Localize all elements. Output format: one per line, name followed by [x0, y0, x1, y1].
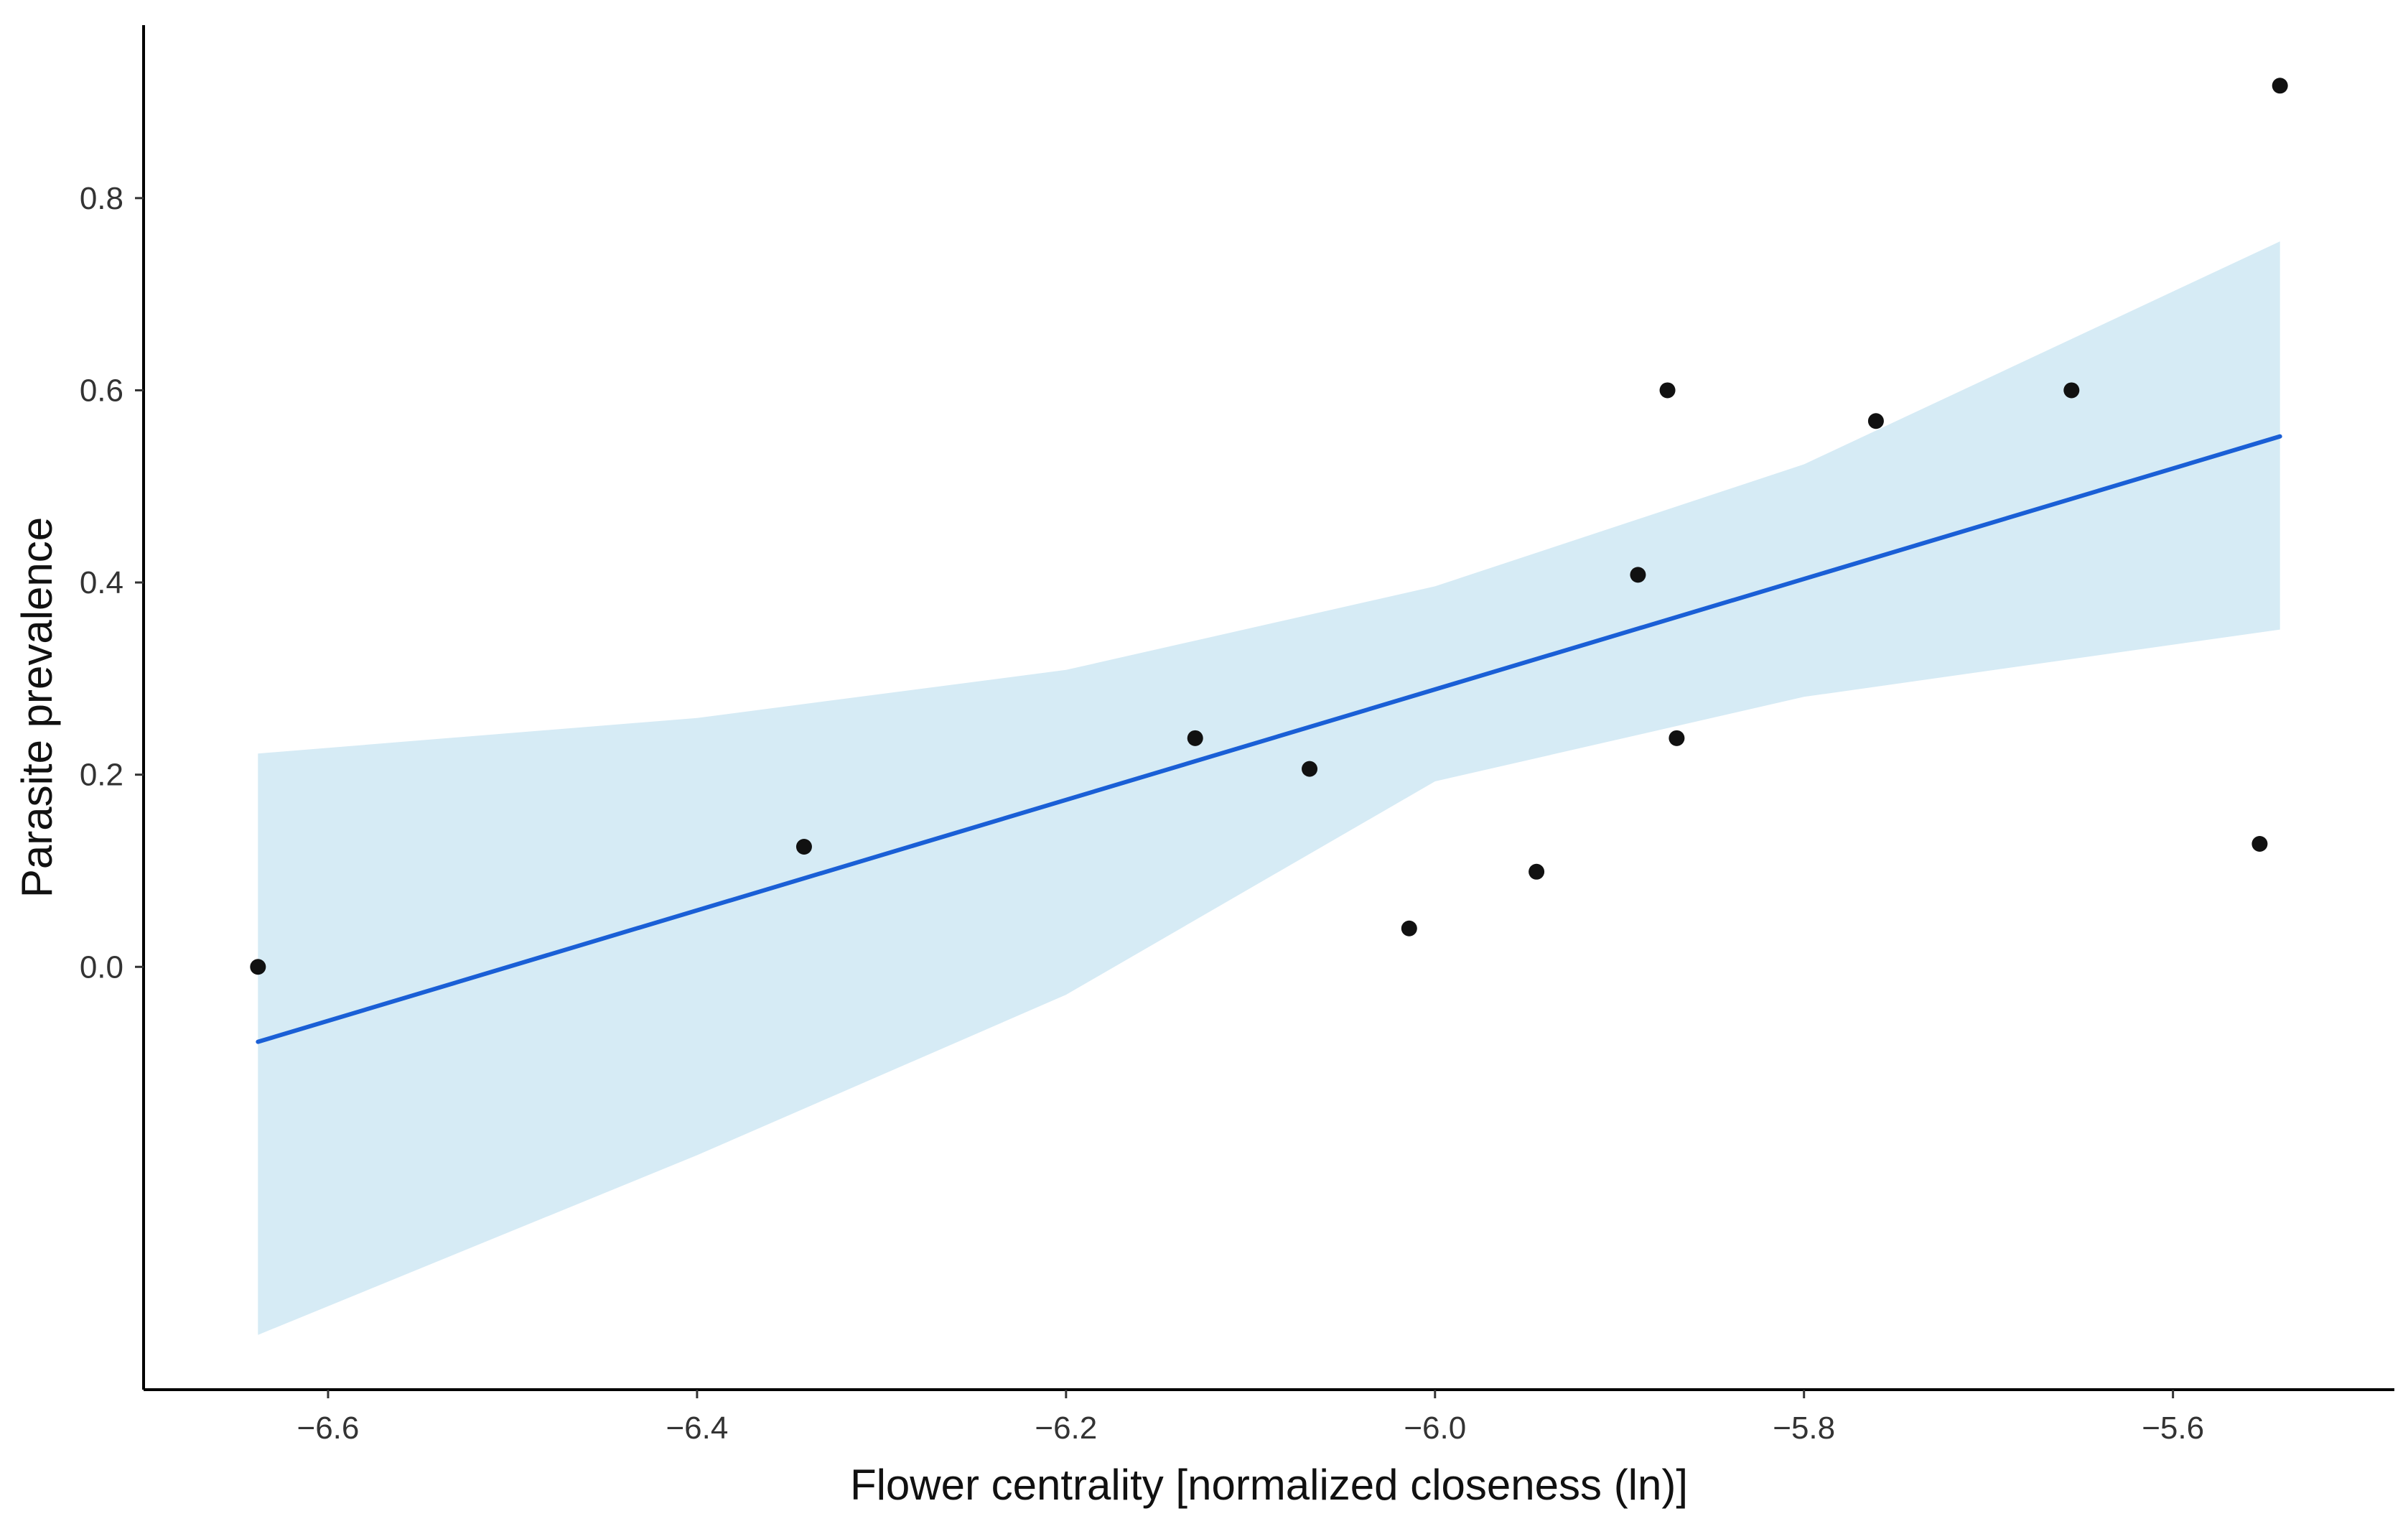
- data-point: [1630, 567, 1646, 583]
- y-axis-title: Parasite prevalence: [13, 517, 61, 898]
- y-tick-label: 0.0: [80, 949, 123, 985]
- data-point: [1659, 382, 1676, 399]
- x-tick-label: −5.8: [1773, 1411, 1835, 1446]
- axes-layer: [135, 25, 2394, 1398]
- data-point: [1187, 730, 1203, 746]
- y-tick-label: 0.4: [80, 565, 123, 600]
- y-tick-label: 0.8: [80, 181, 123, 216]
- data-point: [1401, 920, 1417, 937]
- data-point: [250, 959, 266, 975]
- data-point: [1867, 413, 1884, 429]
- y-tick-label: 0.2: [80, 758, 123, 793]
- x-tick-label: −6.4: [666, 1411, 728, 1446]
- confidence-band: [258, 241, 2280, 1335]
- data-point: [2063, 382, 2080, 399]
- data-points-layer: [250, 78, 2288, 975]
- data-point: [2272, 78, 2288, 94]
- data-point: [795, 839, 812, 855]
- confidence-band-layer: [258, 241, 2280, 1335]
- data-point: [1302, 761, 1318, 777]
- y-tick-label: 0.6: [80, 373, 123, 408]
- x-axis-title: Flower centrality [normalized closeness …: [850, 1461, 1688, 1509]
- x-tick-label: −6.2: [1035, 1411, 1097, 1446]
- data-point: [1529, 863, 1545, 880]
- tick-labels-layer: −6.6 −6.4 −6.2 −6.0 −5.8 −5.6 0.0 0.2 0.4 0.6 0.8: [80, 181, 2204, 1446]
- x-tick-label: −6.6: [297, 1411, 360, 1446]
- fit-line-layer: [256, 434, 2282, 1044]
- regression-line: [256, 434, 2282, 1044]
- x-tick-label: −6.0: [1404, 1411, 1466, 1446]
- data-point: [1669, 730, 1685, 746]
- x-tick-label: −5.6: [2142, 1411, 2204, 1446]
- data-point: [2251, 836, 2268, 852]
